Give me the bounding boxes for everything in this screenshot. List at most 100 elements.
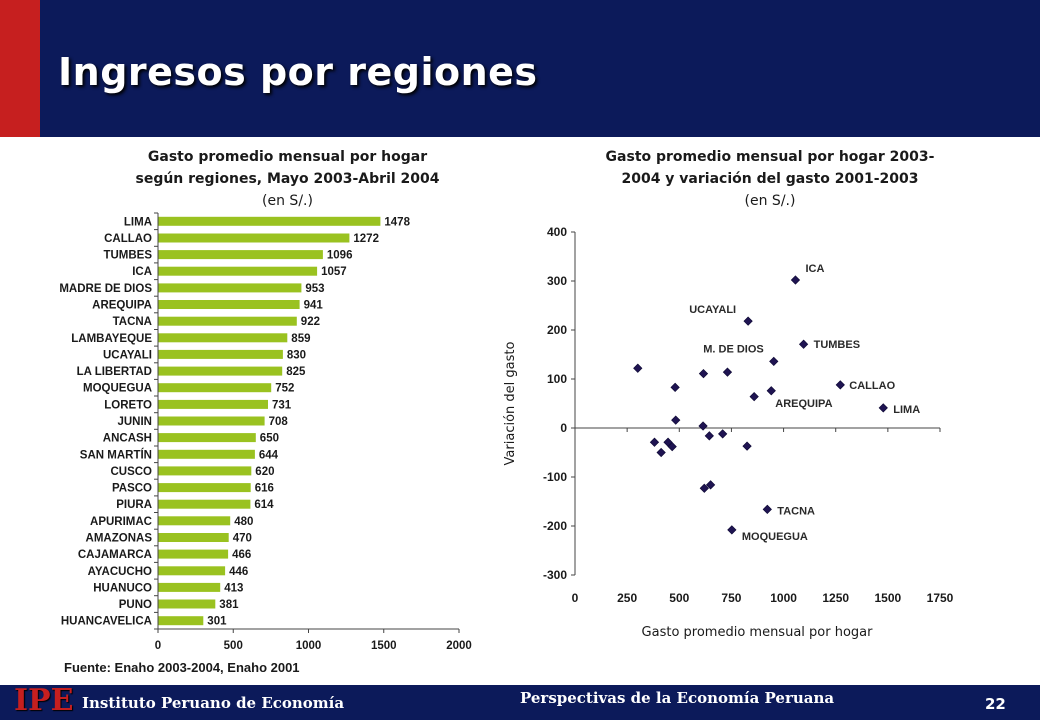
scatter-point-24 [699,483,709,493]
source-note: Fuente: Enaho 2003-2004, Enaho 2001 [64,660,300,675]
y-tick-label: 100 [547,372,567,386]
bar-value-label: 1272 [353,233,379,245]
x-tick-label: 1250 [822,591,849,605]
bar-8 [158,349,283,359]
scatter-point-11 [722,367,733,377]
bar-value-label: 708 [269,416,289,428]
bar-chart-unit: (en S/.) [262,193,313,209]
scatter-chart-title-line1: Gasto promedio mensual por hogar 2003- [605,149,935,165]
scatter-point-0 [790,275,801,285]
bar-16 [158,483,251,493]
scatter-point-8 [727,525,737,535]
scatter-point-18 [649,437,660,447]
bar-value-label: 825 [286,366,306,378]
bar-chart: LIMA 1478 CALLAO 1272 TUMBES 1096 ICA 1057 MADRE… [59,212,472,652]
y-tick-label: -100 [543,470,567,484]
bar-14 [158,449,255,459]
scatter-point-16 [704,431,714,441]
bar-category-label: SAN MARTÍN [80,448,152,461]
bar-value-label: 470 [233,533,252,545]
bar-5 [158,300,300,309]
bar-value-label: 830 [287,349,306,361]
bar-value-label: 1057 [321,266,347,278]
bar-chart-title-line2: según regiones, Mayo 2003-Abril 2004 [135,171,440,187]
scatter-chart: -300 -200 -100 0 100 200 300 400 0 250 500 750 1000 1… [503,225,954,640]
point-label: AREQUIPA [775,398,832,410]
x-tick-label: 250 [617,591,637,605]
scatter-chart-title: Gasto promedio mensual por hogar 2003- 2… [575,146,965,212]
bar-category-label: LIMA [124,216,152,228]
bar-value-label: 644 [259,449,279,461]
bar-category-label: ICA [132,266,152,278]
x-tick-label: 500 [224,640,243,652]
bar-chart-title-line1: Gasto promedio mensual por hogar [147,149,428,165]
bar-18 [158,516,231,526]
scatter-chart-unit: (en S/.) [744,193,796,209]
header-red-accent [0,0,40,137]
y-tick-label: 0 [560,421,567,435]
bar-category-label: PIURA [116,499,152,511]
header-band [0,0,1040,137]
y-tick-label: -200 [543,519,567,533]
bar-category-label: CAJAMARCA [78,549,152,561]
scatter-point-6 [878,403,888,413]
point-label: TACNA [777,505,815,517]
scatter-point-10 [698,368,709,379]
x-tick-label: 0 [155,640,161,652]
y-tick-label: -300 [543,568,567,582]
bar-value-label: 859 [291,333,310,345]
x-tick-label: 750 [721,591,741,605]
x-tick-label: 0 [572,591,579,605]
scatter-point-23 [705,480,716,490]
bar-category-label: TUMBES [103,250,152,262]
bar-4 [158,283,302,293]
bar-category-label: PUNO [119,599,152,611]
scatter-point-21 [656,447,666,458]
bar-category-label: AYACUCHO [88,566,152,578]
bar-17 [158,499,251,509]
bar-6 [158,316,297,326]
footer-band [0,685,1040,720]
bar-value-label: 941 [304,300,324,312]
bar-3 [158,266,318,276]
scatter-point-7 [762,504,772,514]
bar-value-label: 1096 [327,250,353,262]
scatter-point-5 [766,386,776,396]
point-label: CALLAO [849,380,895,392]
bar-category-label: UCAYALI [103,349,152,361]
bar-value-label: 731 [272,399,292,411]
bar-value-label: 1478 [384,216,410,228]
bar-category-label: TACNA [113,316,152,328]
point-label: M. DE DIOS [703,343,764,355]
bar-value-label: 752 [275,383,294,395]
ipe-logo: IPE [14,683,74,718]
point-label: MOQUEGUA [742,531,808,543]
x-tick-label: 1000 [296,640,322,652]
x-tick-label: 500 [669,591,689,605]
bar-category-label: CUSCO [110,466,152,478]
point-label: TUMBES [814,339,860,351]
y-tick-label: 200 [547,323,567,337]
x-tick-label: 1500 [371,640,397,652]
y-tick-label: 400 [547,225,567,239]
bar-chart-title: Gasto promedio mensual por hogar según r… [110,146,465,212]
bar-7 [158,333,288,343]
x-tick-label: 2000 [446,640,472,652]
footer-institute-name: Instituto Peruano de Economía [82,694,345,712]
bar-value-label: 301 [207,616,227,628]
bar-category-label: ANCASH [103,433,152,445]
slide-title: Ingresos por regiones [58,50,538,94]
bar-value-label: 620 [255,466,274,478]
bar-2 [158,250,323,260]
bar-value-label: 413 [224,582,243,594]
bar-category-label: AMAZONAS [86,533,153,545]
bar-value-label: 446 [229,566,248,578]
scatter-point-22 [742,441,752,451]
bar-value-label: 650 [260,433,279,445]
scatter-point-13 [749,392,759,402]
x-axis-label: Gasto promedio mensual por hogar [642,625,874,640]
y-axis-label: Variación del gasto [503,342,518,466]
scatter-point-1 [743,316,753,326]
bar-value-label: 922 [301,316,320,328]
scatter-point-15 [698,421,708,431]
